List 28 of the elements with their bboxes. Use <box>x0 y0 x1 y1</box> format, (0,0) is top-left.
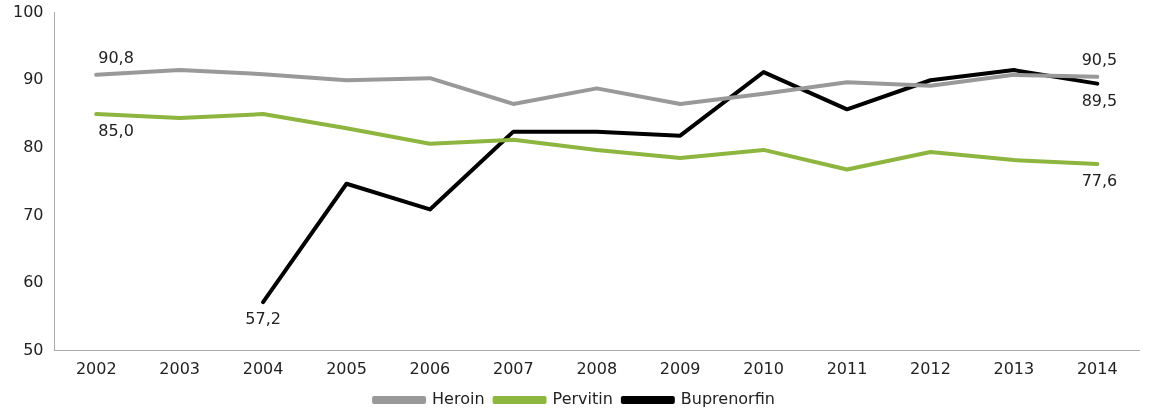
y-tick-label: 50 <box>23 339 44 359</box>
x-tick-label: 2012 <box>910 358 951 378</box>
legend-label: Buprenorfin <box>680 389 775 409</box>
y-tick-label: 70 <box>23 204 44 224</box>
data-label: 85,0 <box>98 121 134 141</box>
x-tick-label: 2005 <box>326 358 367 378</box>
data-label: 77,6 <box>1081 171 1118 191</box>
data-label: 89,5 <box>1081 90 1118 110</box>
data-label: 90,8 <box>98 47 134 67</box>
x-tick-label: 2007 <box>492 358 534 378</box>
y-tick-label: 60 <box>23 272 44 292</box>
x-tick-label: 2003 <box>159 358 201 378</box>
data-label: 90,5 <box>1081 50 1118 70</box>
x-tick-label: 2008 <box>576 358 618 378</box>
x-tick-label: 2004 <box>242 358 284 378</box>
x-tick-label: 2009 <box>659 358 701 378</box>
legend-label: Pervitin <box>552 389 613 409</box>
x-tick-label: 2010 <box>743 358 784 378</box>
data-label: 57,2 <box>245 309 281 329</box>
x-tick-label: 2011 <box>826 358 868 378</box>
y-tick-label: 80 <box>23 137 44 157</box>
x-tick-label: 2002 <box>75 358 117 378</box>
y-tick-label: 100 <box>12 1 44 21</box>
y-tick-label: 90 <box>23 69 44 89</box>
x-tick-label: 2006 <box>409 358 451 378</box>
x-tick-label: 2013 <box>993 358 1035 378</box>
legend-label: Heroin <box>432 389 485 409</box>
x-tick-label: 2014 <box>1076 358 1118 378</box>
